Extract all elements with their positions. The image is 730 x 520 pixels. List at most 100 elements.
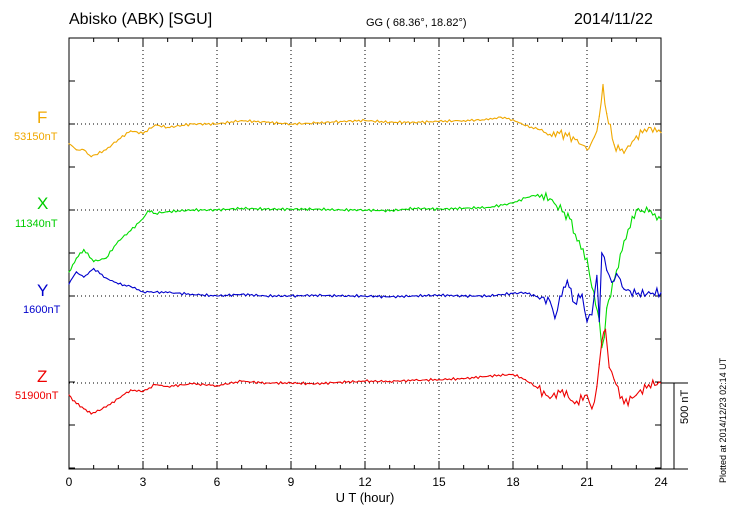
data-point-y: [574, 302, 576, 304]
x-tick-label: 6: [214, 475, 221, 489]
data-point-y: [83, 276, 85, 278]
data-point-f: [315, 122, 317, 124]
data-point-z: [574, 403, 576, 405]
data-point-x: [315, 208, 317, 210]
x-axis-title: U T (hour): [336, 490, 395, 505]
data-point-z: [83, 408, 85, 410]
data-point-x: [93, 261, 95, 263]
data-point-x: [537, 193, 539, 196]
geographic-coordinates: GG ( 68.36°, 18.82°): [366, 17, 467, 29]
data-point-x: [576, 240, 578, 242]
data-point-y: [623, 288, 625, 290]
x-tick-label: 9: [288, 475, 295, 489]
data-point-f: [556, 131, 559, 133]
data-point-f: [549, 133, 551, 135]
baseline-label-x: 11340nT: [15, 218, 58, 230]
data-point-y: [241, 293, 243, 295]
data-point-z: [389, 380, 391, 382]
trace-z: [68, 328, 662, 415]
data-point-x: [147, 210, 149, 212]
data-point-x: [105, 257, 107, 259]
data-point-y: [591, 314, 593, 316]
data-point-f: [524, 125, 526, 127]
data-point-x: [606, 307, 608, 309]
data-point-z: [487, 375, 489, 377]
data-point-f: [75, 149, 77, 151]
data-point-z: [117, 397, 119, 400]
data-point-z: [623, 403, 625, 405]
data-point-y: [524, 291, 526, 294]
data-point-z: [413, 379, 415, 382]
scale-bar: [661, 382, 688, 470]
data-point-z: [142, 391, 144, 393]
data-point-x: [75, 257, 77, 259]
traces: [68, 83, 662, 415]
data-point-f: [648, 126, 650, 129]
data-point-z: [315, 383, 317, 385]
data-point-y: [167, 291, 169, 294]
data-point-y: [566, 279, 568, 282]
x-tick-label: 21: [580, 475, 594, 489]
data-point-x: [83, 248, 85, 251]
data-point-x: [167, 211, 169, 213]
data-point-f: [339, 120, 341, 123]
data-point-y: [598, 321, 600, 323]
data-point-f: [90, 156, 92, 158]
data-point-x: [524, 197, 526, 199]
data-point-z: [463, 378, 465, 380]
data-point-y: [586, 321, 588, 323]
data-point-z: [339, 381, 341, 383]
data-point-f: [598, 115, 600, 117]
data-point-y: [290, 295, 292, 297]
data-point-y: [75, 271, 77, 273]
data-point-x: [616, 269, 618, 271]
data-point-y: [265, 295, 267, 297]
data-point-z: [601, 341, 603, 343]
data-point-z: [648, 384, 650, 386]
data-point-x: [389, 210, 391, 212]
data-point-f: [537, 128, 539, 130]
data-point-x: [339, 209, 341, 211]
data-point-y: [438, 294, 440, 296]
data-point-f: [130, 130, 132, 132]
baseline-label-f: 53150nT: [14, 131, 58, 143]
data-point-y: [389, 296, 391, 298]
data-point-x: [487, 206, 489, 209]
data-point-y: [117, 283, 119, 285]
data-point-z: [591, 408, 593, 410]
data-point-x: [154, 212, 156, 215]
data-point-z: [130, 389, 132, 391]
data-point-y: [616, 273, 618, 275]
data-point-z: [524, 378, 526, 381]
data-point-f: [413, 121, 415, 123]
axis-ticks: [68, 37, 662, 469]
data-point-z: [68, 394, 70, 396]
data-point-z: [105, 406, 107, 408]
data-point-f: [216, 123, 218, 125]
data-point-x: [191, 209, 193, 211]
data-point-y: [635, 293, 637, 295]
data-point-z: [265, 382, 267, 384]
data-point-z: [438, 378, 440, 381]
data-point-y: [660, 291, 662, 294]
data-point-x: [265, 208, 267, 210]
data-point-y: [315, 294, 317, 296]
data-point-f: [487, 119, 489, 121]
data-point-f: [191, 123, 193, 125]
data-point-x: [660, 218, 662, 221]
baseline-label-y: 1600nT: [23, 304, 61, 316]
data-point-y: [130, 285, 132, 288]
component-label-f: F: [37, 108, 48, 127]
data-point-y: [596, 274, 598, 276]
data-point-f: [576, 138, 578, 141]
data-point-f: [566, 135, 568, 137]
data-point-z: [598, 363, 600, 365]
data-point-z: [537, 387, 539, 389]
scale-bar-label: 500 nT: [679, 389, 691, 424]
baseline-label-z: 51900nT: [15, 390, 59, 402]
data-point-f: [154, 124, 156, 126]
data-point-f: [83, 149, 85, 151]
data-point-f: [389, 121, 391, 123]
data-point-y: [68, 283, 70, 285]
